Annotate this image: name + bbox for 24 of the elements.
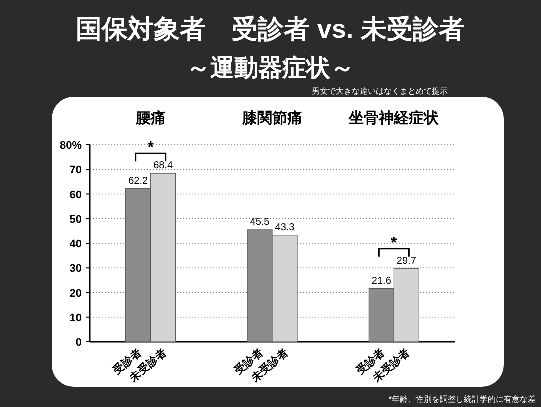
data-label: 43.3 [275,222,296,234]
data-label: 62.2 [128,176,148,187]
x-tick-label: 膝関節痛 [242,110,302,127]
annotation: * [391,234,398,252]
data-label: 68.4 [154,160,174,172]
y-tick-label: 40 [70,238,82,250]
data-label: 21.6 [372,276,392,287]
y-tick-label: 50 [70,214,82,226]
y-tick-label: 70 [70,164,82,177]
y-tick-label: 30 [70,263,82,276]
data-label: 29.7 [396,256,417,267]
data-label: 45.5 [250,216,270,228]
y-tick-label: 20 [70,288,82,300]
x-tick-label: 腰痛 [134,110,166,127]
x-tick-label: 坐骨神経症状 [348,110,440,127]
text: 男女で大きな違いはなくまとめて提示 [312,87,448,96]
y-tick-label: 10 [70,312,82,324]
text: *年齢、性別を調整し統計学的に有意な差 [388,395,536,404]
y-tick-label: 0 [76,337,82,349]
annotation: * [148,140,155,157]
y-tick-label: 60 [70,189,82,202]
chart-title: 国保対象者 受診者 vs. 未受診者 [76,14,465,44]
y-tick-label: 80% [60,140,82,152]
chart-subtitle: ～運動器症状～ [186,55,354,82]
